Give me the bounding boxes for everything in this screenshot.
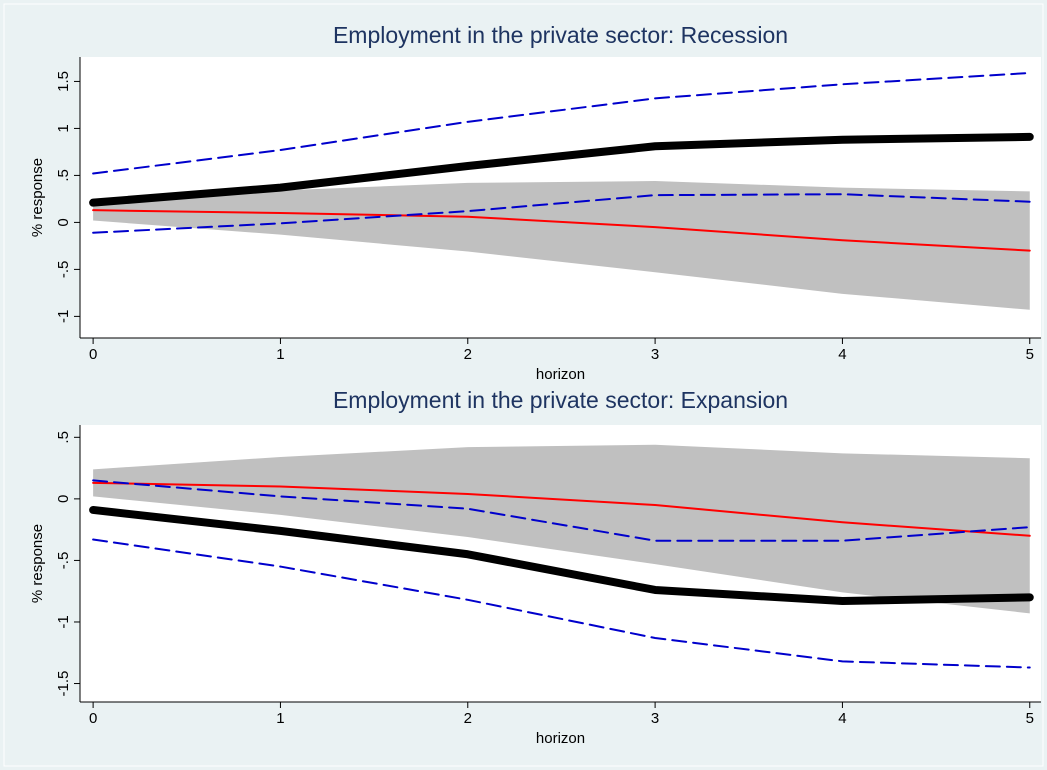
x-tick-label: 1 bbox=[276, 346, 284, 363]
x-axis-label: horizon bbox=[536, 730, 585, 747]
x-axis-label: horizon bbox=[536, 366, 585, 383]
y-tick-label: .5 bbox=[55, 169, 72, 182]
series-line bbox=[89, 505, 1034, 606]
y-axis-label: % response bbox=[29, 524, 46, 603]
x-tick-label: 2 bbox=[464, 710, 472, 727]
series-line bbox=[92, 481, 1031, 537]
x-tick-label: 3 bbox=[651, 710, 659, 727]
chart-title: Employment in the private sector: Expans… bbox=[333, 387, 788, 413]
series-line bbox=[89, 132, 1034, 207]
y-tick-label: .5 bbox=[55, 431, 72, 444]
y-tick-label: 0 bbox=[55, 495, 72, 503]
y-tick-label: -.5 bbox=[55, 261, 72, 279]
y-tick-label: -1.5 bbox=[55, 671, 72, 697]
y-tick-label: -1 bbox=[55, 310, 72, 323]
x-tick-label: 3 bbox=[651, 346, 659, 363]
y-tick-label: 1.5 bbox=[55, 71, 72, 92]
y-tick-label: 1 bbox=[55, 124, 72, 132]
y-tick-label: -.5 bbox=[55, 552, 72, 570]
x-tick-label: 5 bbox=[1026, 346, 1034, 363]
x-tick-label: 1 bbox=[276, 710, 284, 727]
x-tick-label: 4 bbox=[838, 346, 846, 363]
series-line bbox=[92, 71, 1031, 175]
y-axis-label: % response bbox=[29, 158, 46, 237]
series-line bbox=[92, 209, 1031, 252]
series-line bbox=[92, 538, 1031, 669]
x-tick-label: 0 bbox=[89, 346, 97, 363]
x-tick-label: 2 bbox=[464, 346, 472, 363]
series-line bbox=[92, 193, 1031, 234]
series-line bbox=[92, 479, 1031, 542]
x-tick-label: 4 bbox=[838, 710, 846, 727]
figure-frame bbox=[3, 3, 1044, 767]
confidence-band bbox=[93, 444, 1030, 614]
x-tick-label: 0 bbox=[89, 710, 97, 727]
x-tick-label: 5 bbox=[1026, 710, 1034, 727]
chart-title: Employment in the private sector: Recess… bbox=[333, 22, 788, 48]
y-tick-label: 0 bbox=[55, 218, 72, 226]
y-tick-label: -1 bbox=[55, 615, 72, 628]
